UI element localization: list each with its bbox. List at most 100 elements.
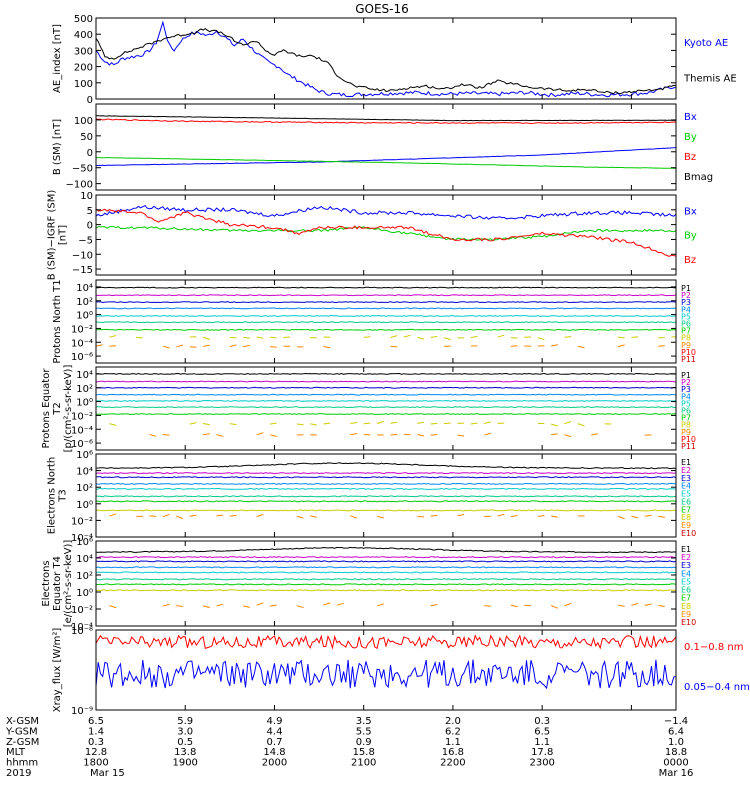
y-tick-label: 0 <box>87 95 93 106</box>
series-P8-segment <box>551 424 558 426</box>
series-E4-line <box>96 567 676 568</box>
series-P8-segment <box>243 337 250 338</box>
series-P8-segment <box>417 337 424 339</box>
legend-Bmag: Bmag <box>684 172 713 183</box>
y-tick-label: 100 <box>74 116 93 127</box>
series-E9-segment <box>230 515 237 516</box>
panel-4-plot-area <box>96 287 676 348</box>
series-0.05−0.4 nm-line <box>96 660 676 689</box>
series-P9-segment <box>457 435 464 436</box>
series-P8-segment <box>431 337 438 338</box>
y-tick-label: 10⁰ <box>76 588 93 599</box>
axis-value: 1.1 <box>445 737 461 748</box>
y-tick-label: −10 <box>72 250 93 261</box>
y-tick-label: 10⁴ <box>76 283 93 294</box>
series-E9-segment <box>538 516 545 517</box>
series-P8-segment <box>109 336 116 338</box>
series-P9-segment <box>324 347 331 348</box>
series-P5-line <box>96 401 676 402</box>
series-P8-segment <box>324 423 331 424</box>
series-P9-segment <box>243 345 250 346</box>
series-E1-line <box>96 547 676 552</box>
series-P8-segment <box>578 424 585 426</box>
y-axis-label: Xray_flux [W/m²] <box>52 628 63 713</box>
series-P8-segment <box>431 423 438 424</box>
panel-1-frame <box>96 18 676 99</box>
series-P9-segment <box>551 345 558 347</box>
series-E9-segments <box>109 603 664 608</box>
series-E9-segment <box>658 516 665 517</box>
series-E9-segment <box>484 606 491 607</box>
series-P1-line <box>96 287 676 288</box>
series-E9-segment <box>645 515 652 516</box>
series-E9-segment <box>551 516 558 517</box>
y-tick-label: −100 <box>66 180 93 191</box>
series-E9-segment <box>377 604 384 606</box>
legend-E10: E10 <box>681 529 696 538</box>
series-P2-line <box>96 295 676 296</box>
series-E9-segment <box>150 516 157 517</box>
legend-P11: P11 <box>681 442 696 451</box>
axis-value: 3.0 <box>177 726 193 737</box>
y-tick-label: −50 <box>72 164 93 175</box>
series-P9-segments <box>150 433 652 437</box>
y-tick-label: 10⁻⁸ <box>71 626 93 637</box>
y-tick-label: 10⁻⁶ <box>71 439 93 450</box>
series-P3-line <box>96 302 676 303</box>
series-E9-segment <box>176 606 183 607</box>
series-P8-segment <box>297 424 304 425</box>
axis-value: 2200 <box>440 758 465 769</box>
axis-value: 0.3 <box>88 737 104 748</box>
series-E9-segment <box>310 516 317 517</box>
axis-value: 0000 <box>663 758 688 769</box>
series-P9-segment <box>203 345 210 346</box>
series-Bz-line <box>96 209 676 256</box>
series-E9-segment <box>337 603 344 605</box>
series-P8-segment <box>391 336 398 338</box>
axis-value: 16.8 <box>442 747 464 758</box>
series-P8-segment <box>270 337 277 338</box>
series-P6-line <box>96 322 676 323</box>
series-P9-segment <box>257 433 264 435</box>
axis-value: 1.0 <box>668 737 684 748</box>
series-E8-line <box>96 510 676 511</box>
series-E9-segment <box>257 603 264 605</box>
series-P9-segment <box>431 435 438 436</box>
y-tick-label: 10⁴ <box>76 370 93 381</box>
axis-value: 3.5 <box>356 716 372 727</box>
panel-4: P1P2P3P4P5P6P7P8P9P10P1110⁴10²10⁰10⁻²10⁻… <box>52 279 696 364</box>
series-E1-line <box>96 463 676 469</box>
panel-7: E1E2E3E4E5E6E7E8E9E1010⁶10⁴10²10⁰10⁻²10⁻… <box>41 537 696 633</box>
legend-By: By <box>684 132 697 143</box>
panel-6-plot-area <box>96 463 676 519</box>
axis-value: Mar 16 <box>659 768 694 779</box>
y-axis-label: B (SM) [nT] <box>52 119 63 175</box>
series-P9-segment <box>591 434 598 435</box>
series-P8-segment <box>565 337 572 338</box>
series-P8-segment <box>444 423 451 424</box>
series-P9-segment <box>270 435 277 437</box>
series-P7-line <box>96 329 676 330</box>
series-Kyoto AE-line <box>96 22 676 97</box>
series-E9-segment <box>163 514 170 516</box>
series-E9-segment <box>377 516 384 518</box>
series-E9-segment <box>511 605 518 607</box>
y-tick-label: 10⁻² <box>71 605 93 616</box>
series-E6-line <box>96 496 676 497</box>
row-label-z-gsm: Z-GSM <box>6 737 39 748</box>
series-P9-segment <box>350 434 357 435</box>
y-axis-label: Protons EquatorT2[p/(cm²-s-sr-keV)] <box>41 365 74 453</box>
series-P4-line <box>96 308 676 309</box>
y-tick-label: 10⁻⁴ <box>71 338 93 349</box>
series-P9-segment <box>203 434 210 435</box>
y-tick-label: 10⁶ <box>76 450 93 461</box>
series-E9-segment <box>163 604 170 606</box>
axis-value: 6.4 <box>668 726 684 737</box>
legend-Bz: Bz <box>684 152 696 163</box>
axis-value: 0.7 <box>267 737 283 748</box>
axis-value: 4.9 <box>267 716 283 727</box>
